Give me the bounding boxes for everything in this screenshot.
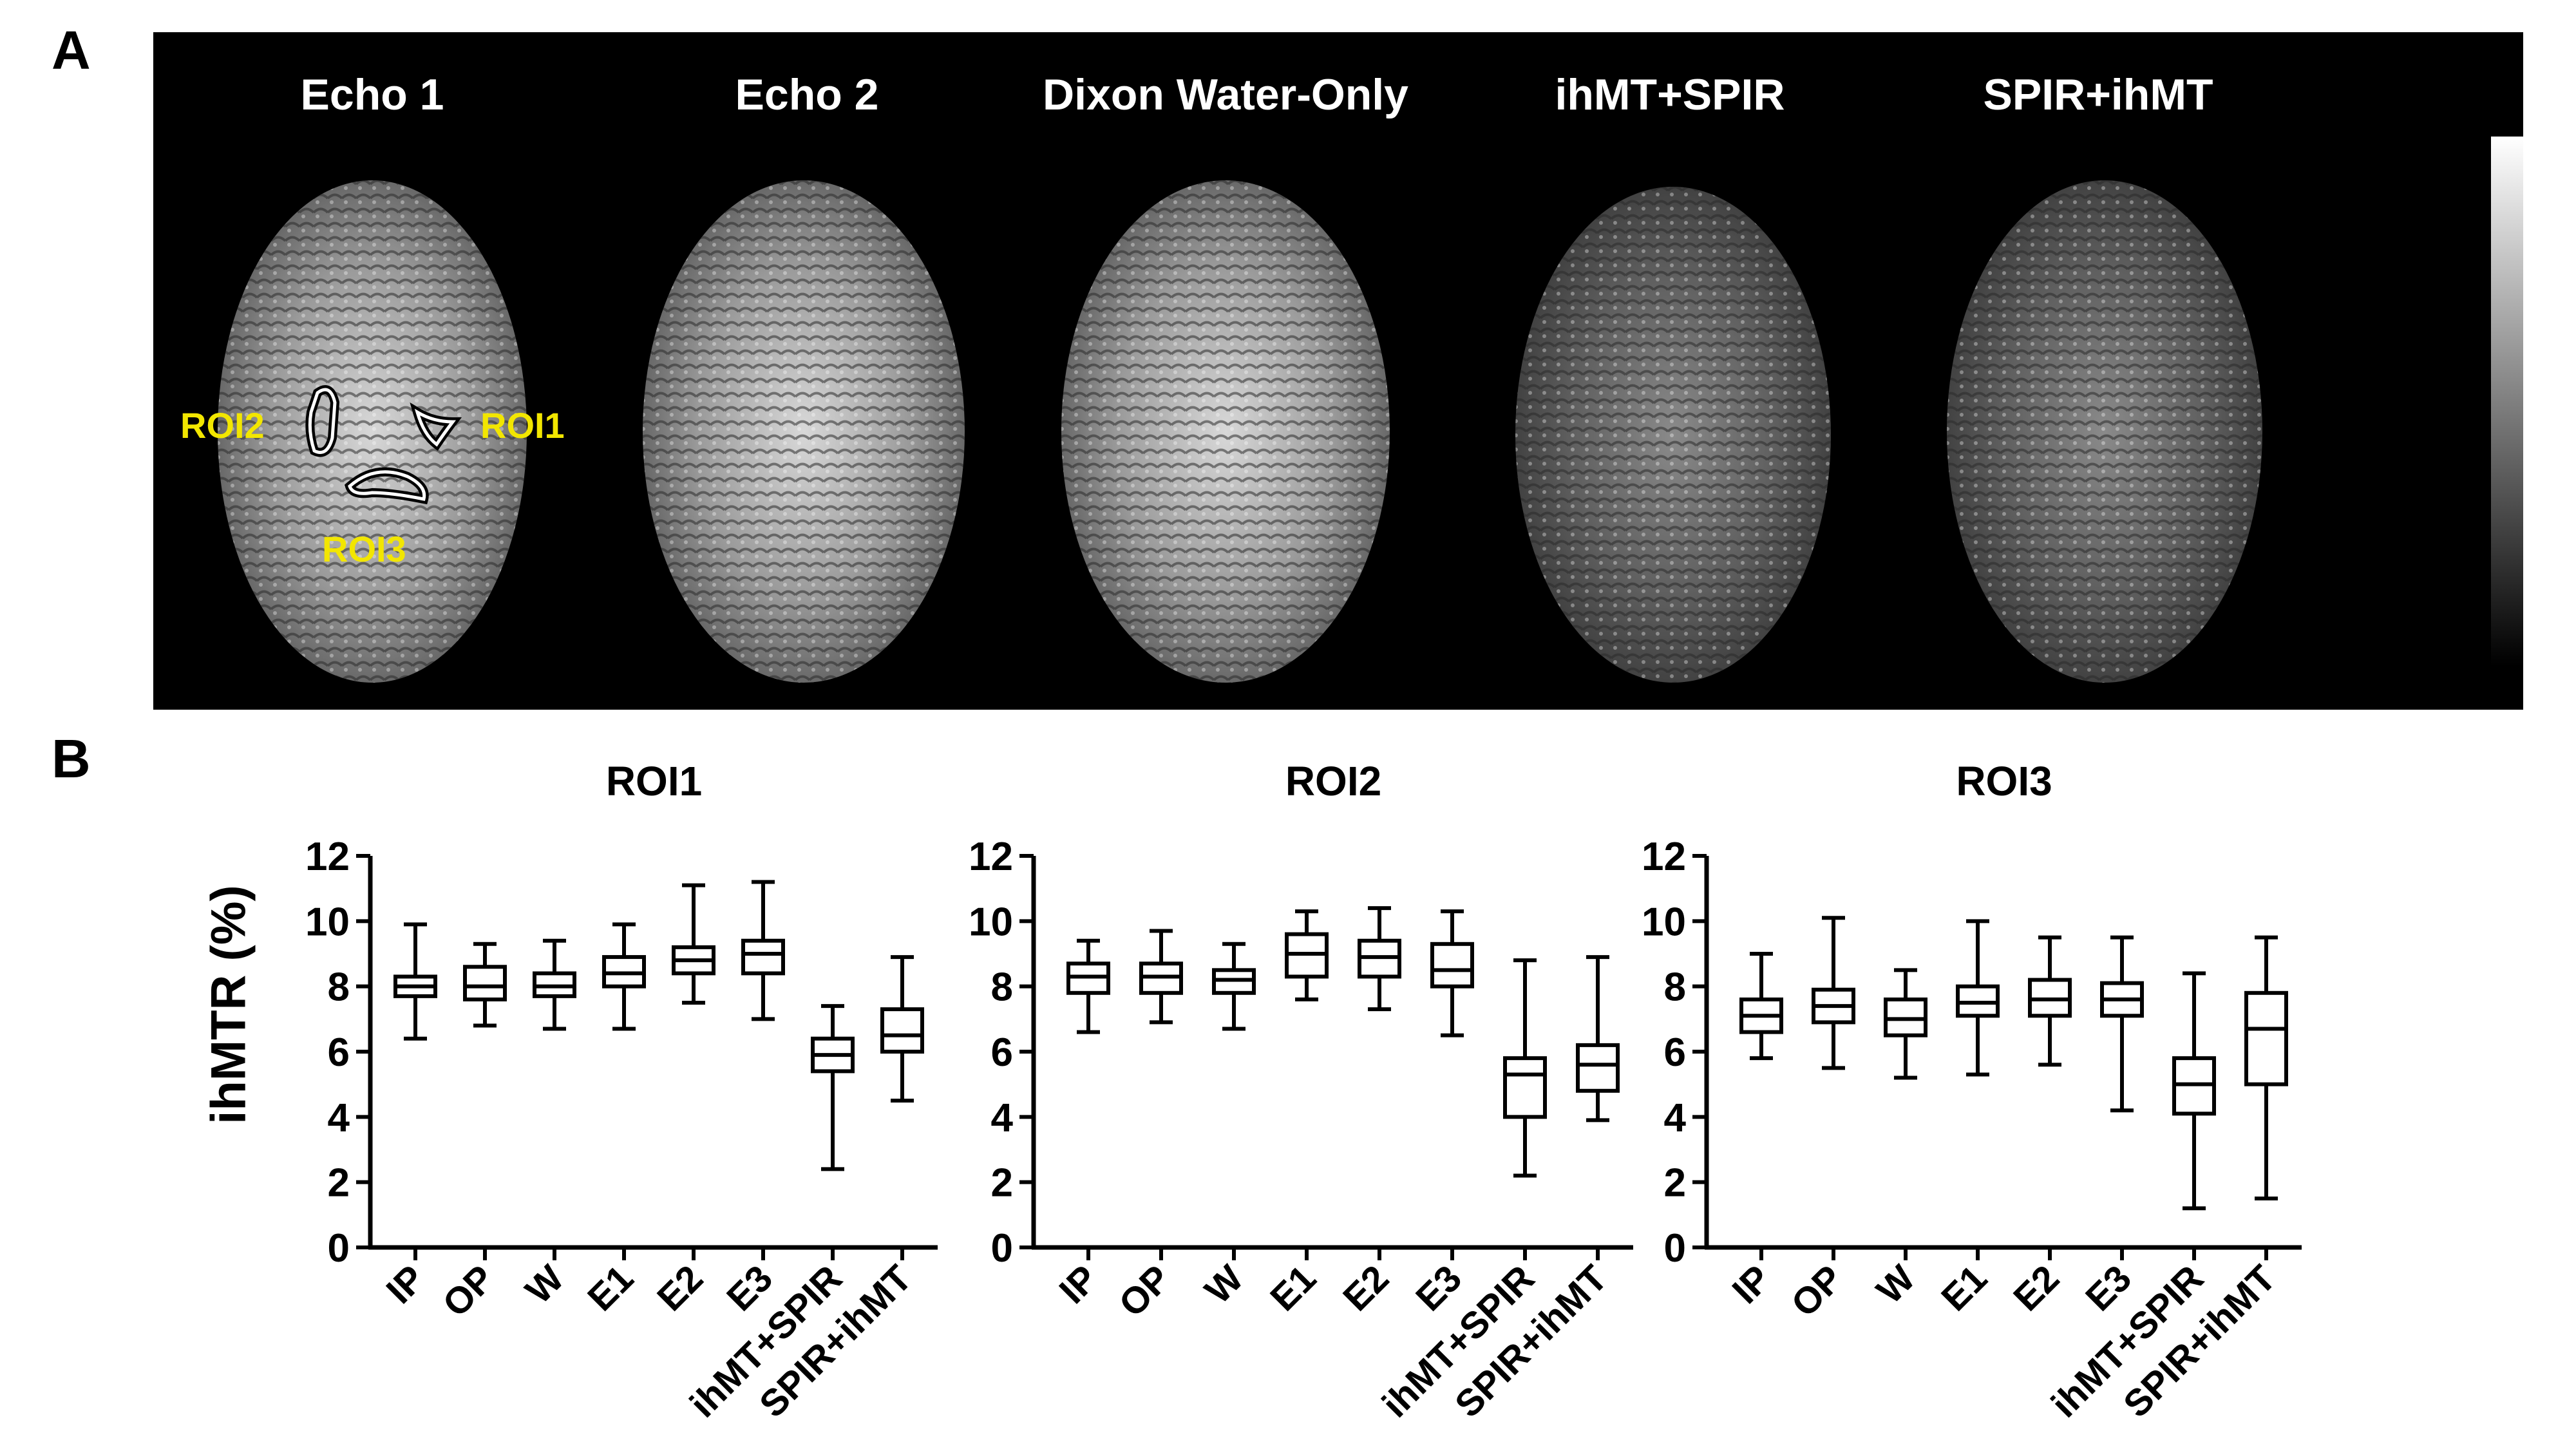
- colorbar-min-label: 0 %: [2536, 619, 2576, 727]
- roi-outlines: [305, 385, 462, 505]
- roi2-label: ROI2: [180, 405, 265, 446]
- x-tick-label: OP: [435, 1257, 502, 1325]
- y-tick-label: 8: [328, 965, 350, 1010]
- y-tick-label: 0: [328, 1226, 350, 1271]
- chart-title: ROI2: [1285, 758, 1381, 804]
- x-tick-label: W: [1869, 1257, 1924, 1312]
- column-title-ihmt-spir: ihMT+SPIR: [1555, 70, 1785, 119]
- colorbar: [2491, 137, 2523, 666]
- box-iqr: [1503, 1056, 1547, 1119]
- column-title-echo1: Echo 1: [300, 70, 444, 119]
- x-tick-label: OP: [1783, 1257, 1851, 1325]
- colorbar-max-label: 10 %: [2536, 117, 2576, 225]
- x-tick-label: OP: [1111, 1257, 1179, 1325]
- y-tick-label: 10: [1642, 900, 1686, 944]
- x-tick-label: W: [518, 1257, 573, 1312]
- box-iqr: [1430, 942, 1474, 989]
- box-iqr: [2244, 990, 2288, 1086]
- y-tick-label: 4: [991, 1095, 1014, 1140]
- y-tick-label: 8: [991, 965, 1013, 1010]
- box-iqr: [463, 965, 507, 1001]
- y-tick-label: 12: [969, 835, 1013, 879]
- y-tick-label: 8: [1664, 965, 1686, 1010]
- column-title-echo2: Echo 2: [735, 70, 879, 119]
- x-tick-label: E1: [1262, 1257, 1324, 1319]
- box-iqr: [880, 1007, 924, 1054]
- x-tick-label: E1: [580, 1257, 641, 1319]
- box-iqr: [1576, 1043, 1620, 1093]
- column-title-spir-ihmt: SPIR+ihMT: [1983, 70, 2213, 119]
- brain-image-dixon: [1061, 180, 1390, 683]
- y-tick-label: 6: [328, 1030, 350, 1075]
- roi1-label: ROI1: [480, 405, 565, 446]
- box-iqr: [741, 938, 785, 976]
- brain-image-spir-ihmt: [1947, 180, 2262, 683]
- x-tick-label: IP: [378, 1257, 433, 1312]
- panel-letter-a: A: [52, 20, 91, 80]
- brain-image-echo1: [218, 180, 527, 683]
- y-tick-label: 0: [991, 1226, 1013, 1271]
- x-tick-label: E2: [1335, 1257, 1397, 1319]
- y-tick-label: 4: [1664, 1095, 1687, 1140]
- y-tick-label: 0: [1664, 1226, 1686, 1271]
- chart-title: ROI1: [606, 758, 702, 804]
- y-tick-label: 4: [328, 1095, 350, 1140]
- x-tick-label: E1: [1933, 1257, 1995, 1319]
- y-tick-label: 6: [1664, 1030, 1686, 1075]
- y-tick-label: 2: [328, 1161, 350, 1206]
- x-tick-label: IP: [1051, 1257, 1106, 1312]
- y-tick-label: 12: [1642, 835, 1686, 879]
- y-tick-label: 2: [991, 1161, 1013, 1206]
- x-tick-label: E2: [649, 1257, 711, 1319]
- x-tick-label: W: [1197, 1257, 1252, 1312]
- y-tick-label: 2: [1664, 1161, 1686, 1206]
- brain-image-echo2: [643, 180, 965, 683]
- x-tick-label: E2: [2005, 1257, 2067, 1319]
- image-panel: Echo 1 Echo 2 Dixon Water-Only ihMT+SPIR…: [153, 32, 2576, 727]
- y-tick-label: 12: [305, 835, 350, 879]
- roi3-label: ROI3: [322, 529, 406, 569]
- y-tick-label: 10: [305, 900, 350, 944]
- panel-letter-b: B: [52, 728, 91, 789]
- y-tick-label: 6: [991, 1030, 1013, 1075]
- column-title-dixon: Dixon Water-Only: [1043, 70, 1408, 119]
- y-tick-label: 10: [969, 900, 1013, 944]
- brain-image-ihmt-spir: [1515, 187, 1831, 683]
- x-tick-label: IP: [1724, 1257, 1779, 1312]
- chart-title: ROI3: [1956, 758, 2052, 804]
